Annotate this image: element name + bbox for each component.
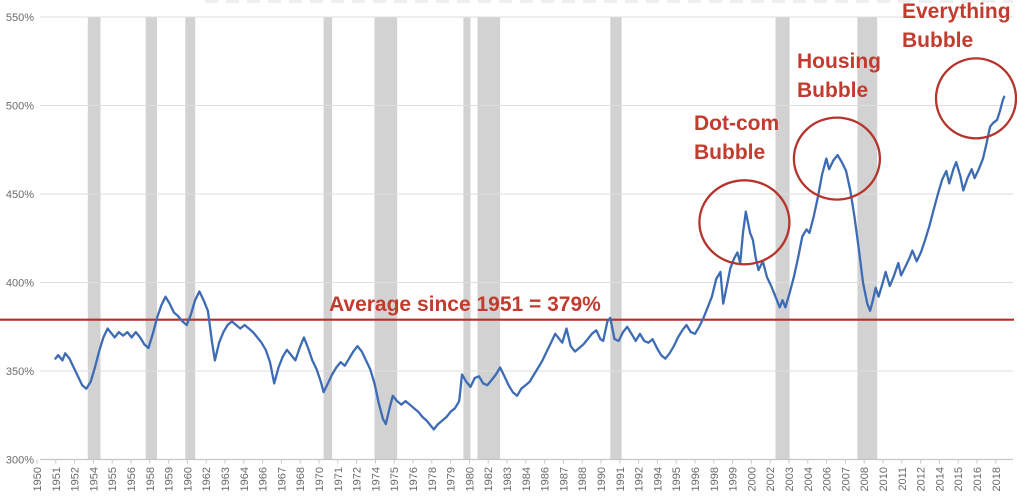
x-axis-tick-label: 2014 [934, 467, 946, 491]
x-axis-tick-label: 1950 [32, 467, 44, 491]
average-line-label: Average since 1951 = 379% [329, 293, 601, 316]
x-axis-tick-label: 1955 [107, 467, 119, 491]
x-axis-tick-label: 1972 [352, 467, 364, 491]
x-axis-tick-label: 1991 [615, 467, 627, 491]
x-axis-tick-label: 1952 [70, 467, 82, 491]
y-axis-tick-label: 500% [6, 101, 34, 113]
housing-bubble-label: Bubble [797, 79, 868, 102]
x-axis-tick-label: 2016 [972, 467, 984, 491]
x-axis-tick-label: 1975 [389, 467, 401, 491]
x-axis-tick-label: 1964 [239, 467, 251, 491]
recession-band [374, 17, 398, 460]
recession-band [775, 17, 790, 460]
housing-bubble-circle [792, 116, 882, 201]
dotcom-bubble-circle [698, 179, 791, 266]
recession-band [610, 17, 622, 460]
x-axis-tick-label: 2015 [953, 467, 965, 491]
x-axis-tick-label: 1970 [314, 467, 326, 491]
recession-band [857, 17, 878, 460]
x-axis-tick-label: 2010 [878, 467, 890, 491]
x-axis-tick-label: 2012 [916, 467, 928, 491]
x-axis-tick-label: 2002 [765, 467, 777, 491]
y-axis-tick-label: 450% [6, 189, 34, 201]
x-axis-tick-label: 1980 [464, 467, 476, 491]
x-axis-tick-label: 1976 [408, 467, 420, 491]
x-axis-tick-label: 2008 [859, 467, 871, 491]
x-axis-tick-label: 1983 [502, 467, 514, 491]
x-axis-tick-label: 1951 [51, 467, 63, 491]
x-axis-tick-label: 1998 [709, 467, 721, 491]
x-axis-tick-label: 1990 [596, 467, 608, 491]
data-line [54, 95, 1006, 431]
x-axis-tick-label: 1963 [220, 467, 232, 491]
x-axis-tick-label: 1984 [521, 467, 533, 491]
x-axis-tick-label: 1958 [145, 467, 157, 491]
cropped-title-artifact [205, 0, 1013, 3]
x-axis-tick-label: 1968 [295, 467, 307, 491]
x-axis-tick-label: 1994 [652, 467, 664, 491]
x-axis-tick-label: 1995 [671, 467, 683, 491]
y-axis-tick-label: 350% [6, 366, 34, 378]
x-axis-tick-label: 1966 [258, 467, 270, 491]
x-axis-tick-label: 1967 [276, 467, 288, 491]
housing-bubble-label: Housing [797, 50, 881, 73]
y-axis-tick-label: 400% [6, 278, 34, 290]
recession-band [477, 17, 501, 460]
x-axis-tick-label: 1954 [88, 467, 100, 491]
x-axis-tick-label: 1962 [201, 467, 213, 491]
dotcom-bubble-label: Bubble [694, 141, 765, 164]
y-axis-tick-label: 550% [6, 12, 34, 24]
recession-band [145, 17, 157, 460]
x-axis-tick-label: 1978 [427, 467, 439, 491]
x-axis-tick-label: 1982 [483, 467, 495, 491]
x-axis-tick-label: 1986 [540, 467, 552, 491]
x-axis-tick-label: 2003 [784, 467, 796, 491]
x-axis-tick-label: 1988 [577, 467, 589, 491]
x-axis-tick-label: 1987 [558, 467, 570, 491]
x-axis-tick-label: 2006 [822, 467, 834, 491]
x-axis-tick-label: 1959 [164, 467, 176, 491]
x-axis-tick-label: 1999 [728, 467, 740, 491]
x-axis-tick-label: 1960 [182, 467, 194, 491]
x-axis-tick-label: 2011 [897, 467, 909, 491]
x-axis-tick-label: 1992 [634, 467, 646, 491]
x-axis-tick-label: 2004 [803, 467, 815, 491]
recession-band [323, 17, 333, 460]
dotcom-bubble-label: Dot-com [694, 112, 779, 135]
recession-band [463, 17, 471, 460]
x-axis-tick-label: 1979 [446, 467, 458, 491]
y-axis-tick-label: 300% [6, 455, 34, 467]
everything-bubble-label: Everything [902, 0, 1011, 23]
x-axis-tick-label: 1974 [370, 467, 382, 491]
x-axis-tick-label: 1971 [333, 467, 345, 491]
recession-band [185, 17, 196, 460]
recession-band [87, 17, 101, 460]
everything-bubble-label: Bubble [902, 29, 973, 52]
x-axis-tick-label: 2007 [840, 467, 852, 491]
x-axis-tick-label: 2018 [991, 467, 1003, 491]
x-axis-tick-label: 2000 [746, 467, 758, 491]
everything-bubble-circle [934, 57, 1017, 140]
x-axis-tick-label: 1956 [126, 467, 138, 491]
x-axis-tick-label: 1996 [690, 467, 702, 491]
